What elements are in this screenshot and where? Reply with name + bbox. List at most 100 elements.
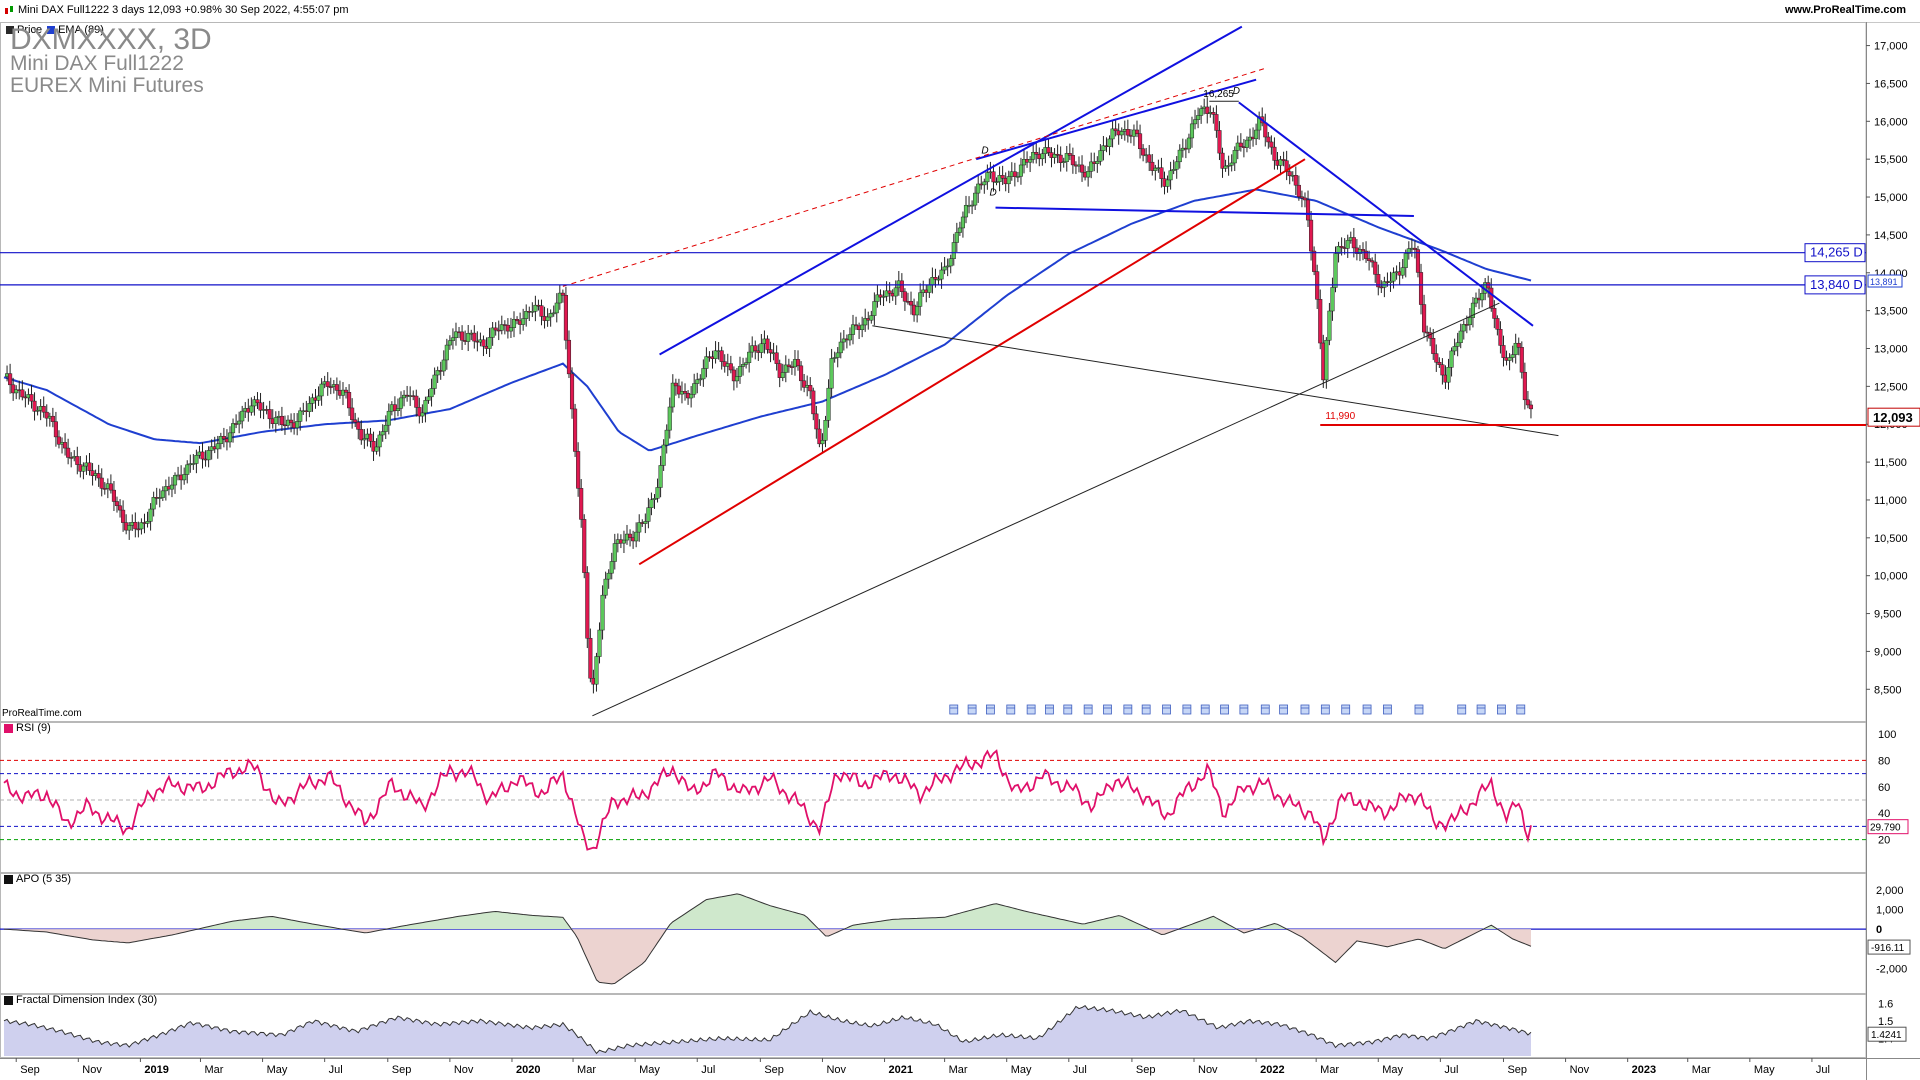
candle-body — [356, 421, 361, 430]
candle — [747, 342, 752, 373]
candle-body — [899, 280, 904, 292]
apo-y-tick-label: -2,000 — [1876, 963, 1907, 975]
candle-body — [1437, 362, 1442, 365]
candle — [673, 378, 678, 396]
candle — [1324, 337, 1329, 389]
candle — [319, 378, 324, 406]
candle — [1189, 116, 1195, 148]
candle — [1147, 145, 1152, 172]
candle-body — [1168, 170, 1173, 181]
candle — [869, 310, 874, 324]
candle — [380, 424, 385, 442]
candle — [1312, 246, 1317, 276]
candle — [597, 622, 602, 664]
candle — [414, 389, 419, 417]
candle-body — [673, 382, 678, 387]
candle — [481, 335, 486, 357]
red-dashed-extension — [562, 67, 1266, 287]
candle-body — [585, 572, 590, 639]
candle — [878, 289, 883, 306]
x-tick-label: Sep — [764, 1064, 784, 1076]
candle — [1495, 315, 1500, 336]
event-icon-body — [1239, 704, 1249, 715]
candle — [14, 385, 19, 400]
candle — [994, 177, 999, 186]
x-axis: Sep Nov 2019 Mar May Jul Sep Nov 2020 Mar May Jul Se… — [15, 1058, 1830, 1076]
site-link[interactable]: www.ProRealTime.com — [1784, 4, 1906, 16]
x-tick-label: 2019 — [144, 1064, 168, 1076]
candle-body — [569, 373, 575, 410]
candle-body — [1098, 150, 1103, 162]
candle-body — [1107, 138, 1112, 147]
candle — [585, 566, 590, 649]
x-tick-label: Nov — [82, 1064, 102, 1076]
candle-body — [295, 421, 300, 429]
fdi-fill — [4, 1005, 1531, 1056]
candle-body — [695, 379, 700, 384]
candle — [777, 359, 782, 388]
candle-body — [1373, 261, 1378, 275]
candle-body — [423, 400, 428, 414]
candle — [853, 316, 859, 330]
candle-body — [582, 519, 587, 573]
candle — [377, 430, 382, 457]
candle-body — [1278, 159, 1283, 166]
event-icon-body — [1279, 704, 1288, 715]
last-price-badge — [1867, 407, 1920, 427]
instrument-ticker: DXMXXXX, 3D — [10, 25, 212, 53]
candle — [1000, 165, 1005, 186]
candle — [267, 400, 272, 429]
candle — [915, 301, 920, 323]
candle — [982, 178, 987, 194]
event-icon-body — [1457, 704, 1467, 715]
event-icon-body — [1182, 704, 1192, 715]
candle-body — [1525, 399, 1530, 406]
candle — [609, 552, 614, 580]
price-annotation: D — [981, 146, 988, 157]
candle-body — [576, 451, 581, 489]
candle — [1138, 124, 1143, 159]
candle — [487, 327, 492, 357]
candle-body — [1305, 199, 1311, 221]
candle — [371, 431, 376, 461]
candle — [435, 366, 440, 384]
candle-body — [780, 372, 785, 378]
candle — [646, 497, 651, 529]
candle-body — [759, 343, 764, 353]
candle-body — [676, 385, 681, 395]
candle-body — [273, 417, 278, 424]
candle-body — [1452, 346, 1457, 352]
candle — [676, 378, 681, 399]
apo-y-tick-label: 1,000 — [1876, 904, 1904, 916]
credit-text: ProRealTime.com — [2, 708, 82, 719]
candle-body — [1015, 176, 1020, 178]
candle-body — [371, 440, 376, 452]
candle — [56, 430, 62, 449]
candle-body — [1125, 129, 1130, 136]
candle — [96, 464, 101, 487]
candle — [1345, 234, 1350, 258]
candle — [1086, 166, 1091, 187]
candle-body — [1299, 196, 1304, 199]
candle — [1141, 144, 1146, 162]
candle — [63, 433, 68, 456]
candle-body — [1367, 258, 1372, 261]
candle — [1153, 164, 1158, 181]
event-calendar-icon — [949, 704, 959, 715]
rsi-y-tick-label: 60 — [1878, 782, 1890, 794]
candle — [829, 348, 834, 398]
candle — [835, 347, 840, 368]
candle — [466, 324, 471, 352]
instrument-name: Mini DAX Full1222 — [10, 52, 184, 75]
candle — [359, 420, 364, 445]
candle-body — [795, 359, 801, 367]
candle-body — [768, 349, 773, 354]
candle — [1012, 162, 1017, 187]
candle-body — [835, 352, 840, 358]
candle — [1266, 131, 1271, 149]
candle-body — [728, 363, 733, 371]
fdi-swatch-icon — [4, 995, 13, 1005]
event-icon-body — [1516, 704, 1526, 715]
candle-body — [1031, 152, 1036, 160]
